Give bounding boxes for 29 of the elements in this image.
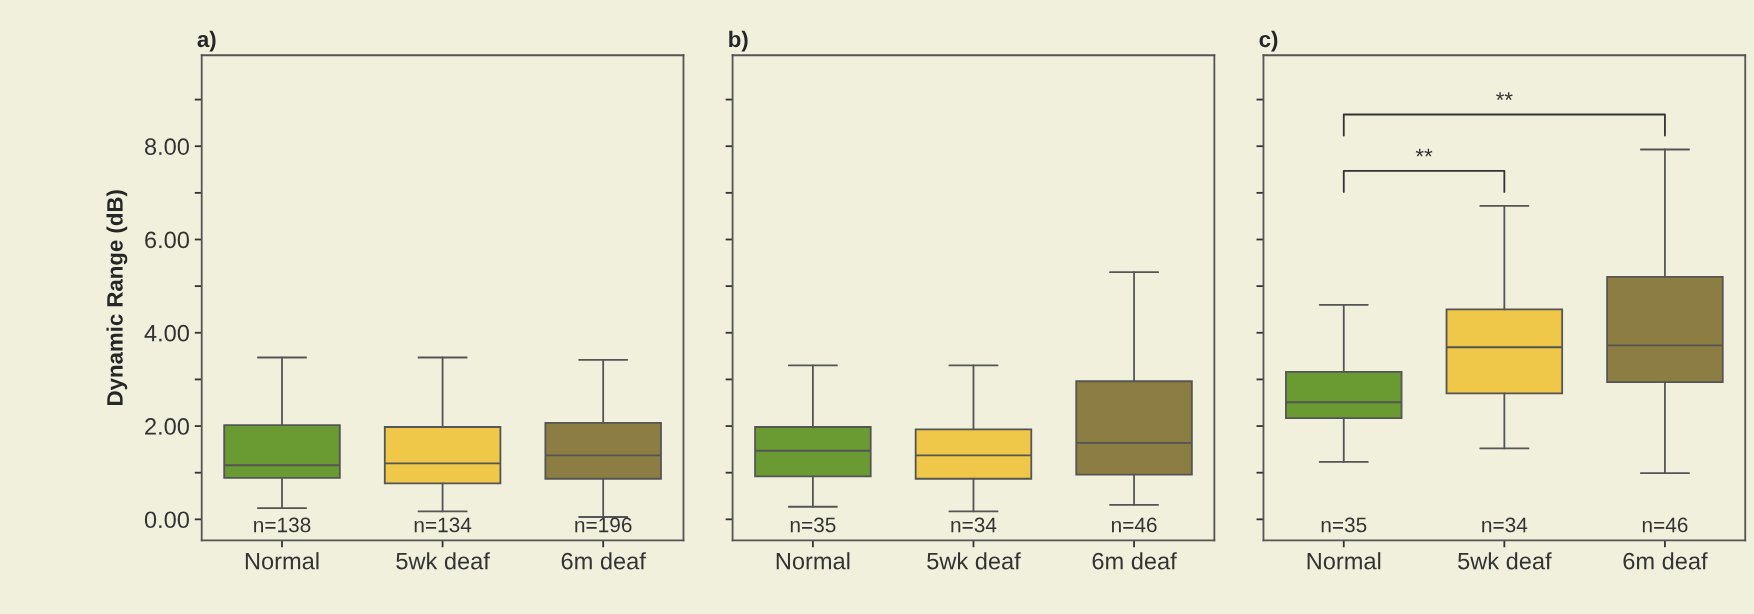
y-axis-title: Dynamic Range (dB) (106, 190, 128, 405)
x-tick-label: 5wk deaf (927, 552, 1021, 570)
x-tick-label: 5wk deaf (1458, 552, 1552, 570)
annotation: n=46 (1642, 517, 1688, 533)
x-tick-label: Normal (245, 552, 319, 570)
annotation: n=196 (575, 517, 632, 533)
chart-title: b) (729, 30, 748, 52)
x-tick-label: Normal (776, 552, 850, 570)
y-tick-label: 6.00 (145, 231, 189, 249)
y-tick-label: 4.00 (144, 324, 189, 342)
annotation: n=138 (254, 517, 311, 533)
x-tick-label: 6m deaf (1092, 552, 1177, 570)
annotation: n=35 (1321, 517, 1367, 533)
y-tick-label: 0.00 (144, 511, 189, 529)
x-tick-label: 6m deaf (561, 552, 646, 570)
x-tick-label: 5wk deaf (396, 552, 490, 570)
x-tick-label: 6m deaf (1623, 552, 1708, 570)
annotation: n=35 (790, 517, 836, 533)
x-tick-label: Normal (1307, 552, 1381, 570)
annotation: n=34 (951, 517, 997, 533)
annotation: n=134 (414, 517, 472, 533)
y-tick-label: 8.00 (144, 138, 189, 155)
annotation: ** (1415, 148, 1433, 157)
annotation: n=34 (1482, 517, 1528, 533)
annotation: ** (1496, 92, 1513, 101)
chart-title: c) (1259, 30, 1278, 52)
y-tick-label: 2.00 (145, 418, 189, 435)
annotation: n=46 (1111, 517, 1157, 533)
chart-title: a) (197, 30, 216, 52)
